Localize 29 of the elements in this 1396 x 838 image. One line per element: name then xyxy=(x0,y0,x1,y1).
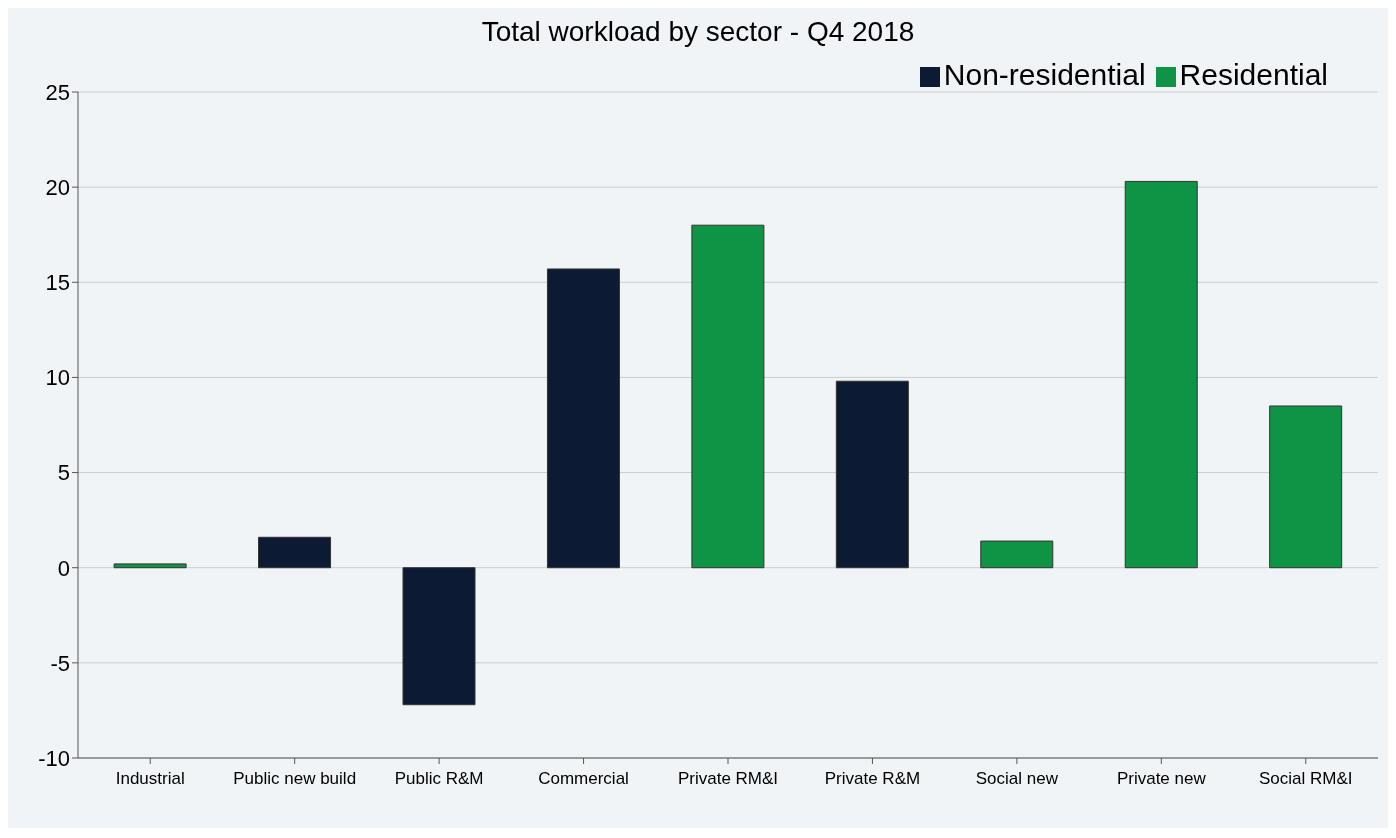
legend-label: Non-residential xyxy=(943,58,1146,91)
bar xyxy=(1124,180,1198,569)
legend-label: Residential xyxy=(1179,58,1328,91)
bar xyxy=(402,567,476,706)
x-tick-label: Private new xyxy=(1116,769,1207,789)
y-tick-label: 15 xyxy=(45,270,70,296)
x-tick-label: Private RM&I xyxy=(677,769,779,789)
x-tick-label: Public R&M xyxy=(394,769,484,789)
x-tick-label: Public new build xyxy=(233,769,357,789)
bar xyxy=(835,380,909,569)
y-tick-label: 25 xyxy=(45,79,70,105)
bar xyxy=(258,536,332,569)
y-tick-label: 10 xyxy=(45,365,70,391)
x-tick-label: Social RM&I xyxy=(1259,769,1353,789)
y-tick-label: -5 xyxy=(50,650,70,676)
x-tick-label: Social new xyxy=(975,769,1059,789)
x-tick-label: Private R&M xyxy=(824,769,921,789)
y-tick-label: -10 xyxy=(38,745,70,771)
bar xyxy=(1269,405,1343,569)
y-tick-label: 5 xyxy=(57,460,70,486)
bar xyxy=(691,224,765,569)
y-tick-label: 20 xyxy=(45,174,70,200)
x-tick-label: Commercial xyxy=(538,769,629,789)
x-tick-label: Industrial xyxy=(115,769,185,789)
bar xyxy=(980,540,1054,569)
bar xyxy=(546,268,620,569)
y-tick-label: 0 xyxy=(57,555,70,581)
chart-title: Total workload by sector - Q4 2018 xyxy=(480,15,916,48)
bar xyxy=(113,563,187,569)
